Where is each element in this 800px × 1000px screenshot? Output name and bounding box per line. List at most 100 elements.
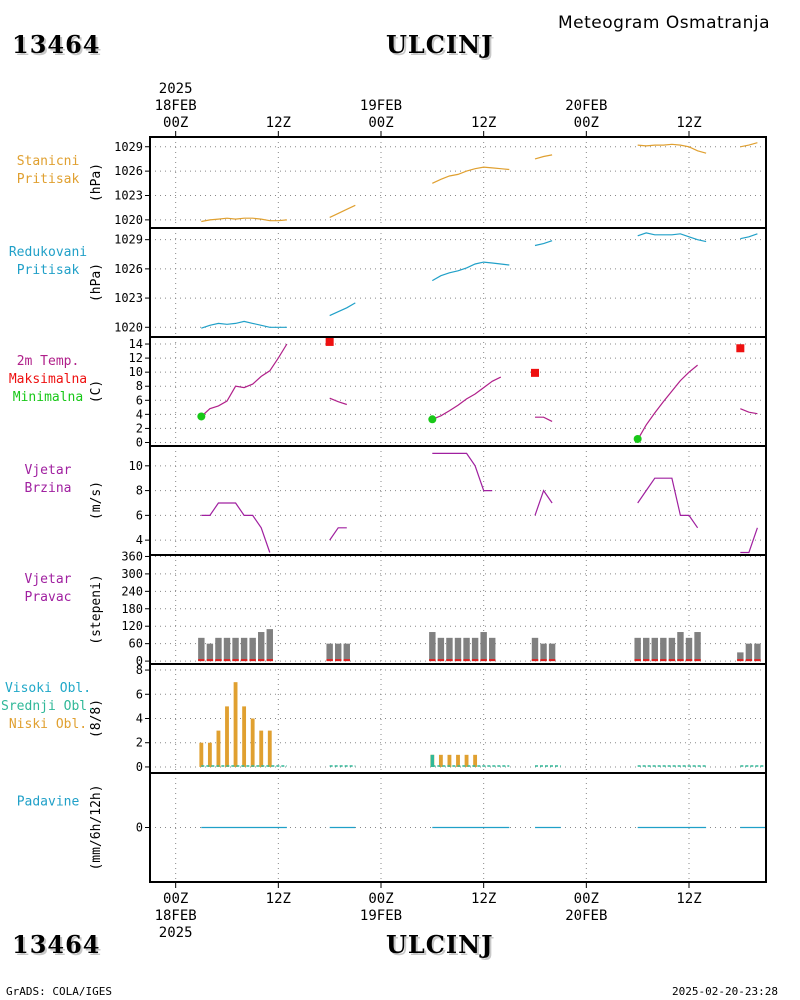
panel-frame — [149, 136, 767, 229]
wind-direction-bar — [326, 643, 333, 662]
x-tick-label-top: 12Z — [266, 115, 291, 131]
x-year-label-bottom: 2025 — [159, 925, 193, 941]
series-segment — [740, 142, 758, 148]
series-segment — [201, 502, 271, 553]
series-segment — [740, 233, 758, 240]
wind-direction-bar — [471, 637, 479, 662]
panel-label: Maksimalna — [9, 372, 87, 387]
low-cloud-bar — [438, 754, 443, 767]
series-segment — [201, 320, 287, 329]
y-tick-label: 180 — [121, 602, 143, 616]
y-tick-label: 0 — [136, 435, 143, 449]
x-date-label-top: 18FEB — [155, 98, 197, 114]
x-tick-label-bottom: 12Z — [471, 891, 496, 907]
x-tick-label-bottom: 00Z — [368, 891, 393, 907]
footer-credit: GrADS: COLA/IGES — [6, 985, 112, 998]
series-segment — [432, 261, 510, 282]
wind-direction-bar — [685, 637, 693, 662]
panel-label: Pravac — [25, 590, 72, 605]
wind-direction-bar — [660, 637, 667, 662]
product-title: Meteogram Osmatranja — [558, 13, 771, 33]
wind-direction-bar — [454, 637, 462, 662]
wind-direction-bar — [668, 637, 676, 662]
temp-max-marker — [531, 368, 539, 377]
series-segment — [432, 452, 493, 492]
wind-direction-bar — [643, 637, 650, 662]
panel-label: Vjetar — [25, 463, 72, 478]
x-year-label-top: 2025 — [159, 81, 193, 97]
panel-label: Visoki Obl. — [5, 681, 91, 696]
y-axis-unit: (m/s) — [89, 481, 104, 520]
series-segment — [432, 166, 510, 184]
y-tick-label: 10 — [129, 365, 143, 379]
panel-label: Srednji Obl. — [1, 699, 95, 714]
low-cloud-bar — [233, 682, 238, 767]
y-tick-label: 1026 — [114, 164, 143, 178]
y-tick-label: 1029 — [114, 233, 143, 247]
footer-timestamp: 2025-02-20-23:28 — [672, 985, 778, 998]
series-segment — [534, 240, 553, 247]
low-cloud-bar — [216, 730, 221, 767]
station-name-top: ULCINJ — [386, 30, 494, 59]
y-tick-label: 4 — [136, 407, 143, 421]
panel-label: Pritisak — [17, 263, 80, 278]
series-segment — [535, 416, 553, 422]
low-cloud-bar — [464, 754, 469, 767]
low-cloud-bar — [225, 706, 229, 767]
y-tick-label: 6 — [136, 508, 143, 522]
x-date-label-bottom: 19FEB — [360, 908, 402, 924]
wind-direction-bar — [266, 629, 273, 662]
wind-direction-bar — [480, 632, 487, 662]
series-segment — [637, 143, 707, 154]
x-date-label-top: 19FEB — [360, 98, 402, 114]
series-segment — [200, 343, 288, 417]
series-segment — [329, 527, 347, 541]
y-tick-label: 8 — [136, 663, 143, 677]
y-axis-unit: (C) — [89, 380, 104, 403]
panel-label: Padavine — [17, 795, 80, 810]
wind-direction-bar — [215, 637, 222, 662]
low-cloud-bar — [242, 706, 247, 767]
y-tick-label: 0 — [136, 654, 143, 668]
station-name-bottom: ULCINJ — [386, 930, 494, 959]
panel-label: Stanicni — [17, 154, 80, 169]
y-tick-label: 1023 — [114, 189, 143, 203]
wind-direction-bar — [206, 643, 214, 662]
y-axis-unit: (stepeni) — [89, 574, 104, 644]
wind-direction-bar — [548, 643, 556, 662]
wind-direction-bar — [634, 637, 641, 662]
x-tick-label-bottom: 00Z — [163, 891, 188, 907]
y-tick-label: 4 — [136, 712, 143, 726]
y-axis-unit: (hPa) — [89, 163, 104, 202]
panel-label: Niski Obl. — [9, 717, 87, 732]
wind-direction-bar — [258, 632, 265, 662]
y-tick-label: 1029 — [114, 140, 143, 154]
panel-label: Pritisak — [17, 172, 80, 187]
y-tick-label: 1020 — [114, 213, 143, 227]
series-segment — [637, 477, 699, 529]
panel-label: Vjetar — [25, 572, 72, 587]
y-tick-label: 360 — [121, 549, 143, 563]
series-segment — [740, 527, 758, 554]
y-tick-label: 10 — [129, 459, 143, 473]
y-tick-label: 120 — [121, 619, 143, 633]
series-segment — [534, 154, 553, 160]
x-tick-label-top: 12Z — [676, 115, 701, 131]
y-tick-label: 4 — [136, 533, 143, 547]
series-segment — [432, 376, 502, 420]
series-segment — [637, 364, 698, 440]
low-cloud-bar — [447, 754, 452, 767]
series-segment — [329, 397, 347, 406]
y-tick-label: 300 — [121, 567, 143, 581]
x-tick-label-top: 00Z — [368, 115, 393, 131]
wind-direction-bar — [540, 643, 547, 662]
wind-direction-bar — [240, 637, 248, 662]
y-tick-label: 8 — [136, 379, 143, 393]
wind-direction-bar — [463, 637, 470, 662]
y-axis-unit: (8/8) — [89, 699, 104, 738]
wind-direction-bar — [694, 632, 701, 662]
y-tick-label: 2 — [136, 421, 143, 435]
panel-frame — [149, 445, 767, 556]
wind-direction-bar — [737, 652, 744, 662]
